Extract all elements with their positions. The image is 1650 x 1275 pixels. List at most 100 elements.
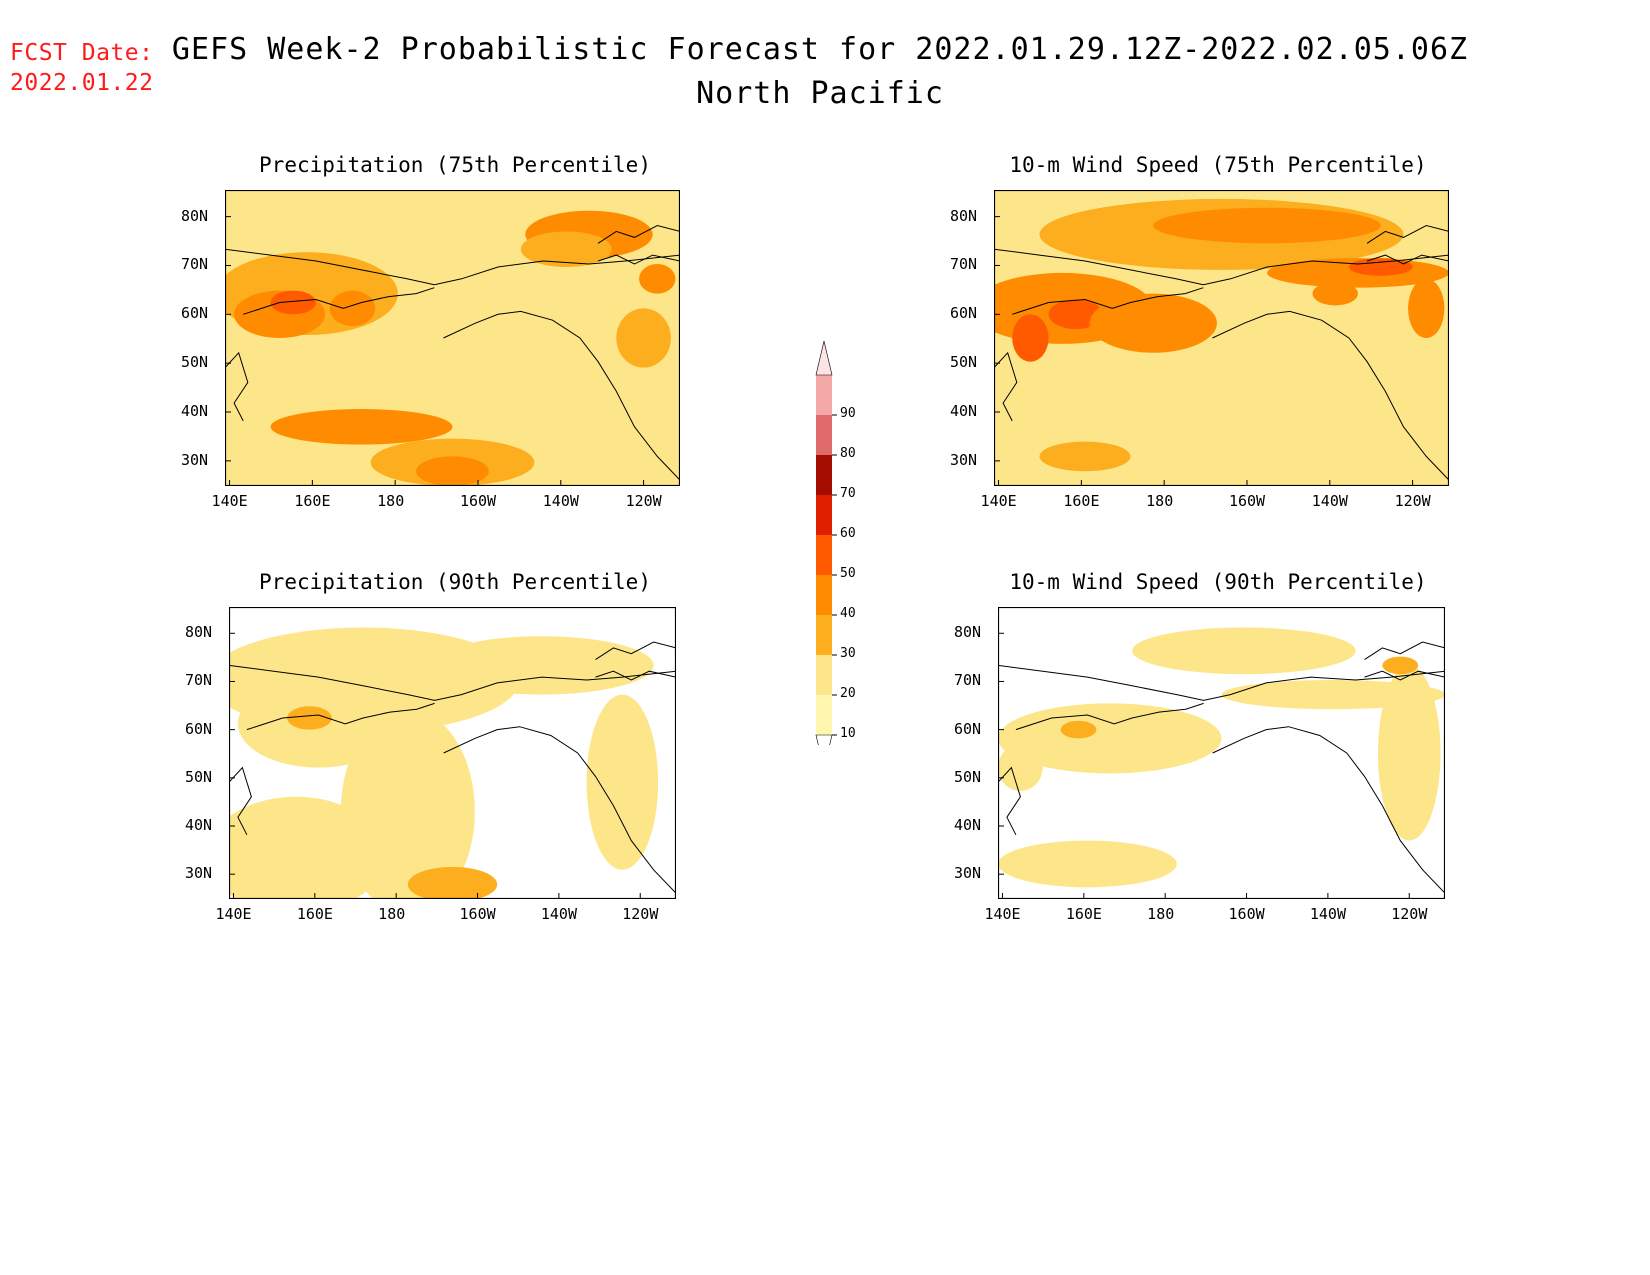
probability-contour <box>998 840 1177 888</box>
probability-contour <box>1348 258 1413 276</box>
colorbar-tick-label: 80 <box>840 446 856 461</box>
probability-contour <box>407 866 498 899</box>
lat-tick-label: 30N <box>954 864 982 883</box>
probability-contour <box>1382 656 1419 675</box>
colorbar-swatch <box>816 655 832 695</box>
coastline <box>443 310 680 481</box>
probability-contour <box>998 744 1043 791</box>
lat-tick-label: 40N <box>954 816 982 834</box>
panel-title-precip90: Precipitation (90th Percentile) <box>259 570 651 594</box>
lon-tick-label: 140E <box>215 905 252 923</box>
panel-title-precip75: Precipitation (75th Percentile) <box>259 153 651 177</box>
lat-tick-label: 30N <box>181 450 209 469</box>
coastline <box>1212 310 1449 481</box>
map-frame <box>994 190 1449 486</box>
coastline <box>229 766 252 836</box>
panel-title-wind75: 10-m Wind Speed (75th Percentile) <box>1009 153 1427 177</box>
colorbar-tick-label: 40 <box>840 606 856 621</box>
probability-contour <box>270 290 316 315</box>
probability-contour <box>616 308 671 368</box>
lon-tick-label: 140E <box>211 492 248 510</box>
lat-tick-label: 30N <box>950 450 978 469</box>
lon-tick-label: 160E <box>1065 905 1102 923</box>
probability-contour <box>287 706 332 730</box>
lon-tick-label: 140W <box>1311 492 1348 510</box>
lat-tick-label: 60N <box>181 304 209 323</box>
map-panel-wind75 <box>994 190 1449 486</box>
lat-tick-label: 50N <box>181 353 209 372</box>
probability-contour <box>1060 720 1097 739</box>
coastline <box>229 664 676 701</box>
panel-title-wind90: 10-m Wind Speed (90th Percentile) <box>1009 570 1427 594</box>
lon-tick-label: 180 <box>1146 492 1174 510</box>
lon-tick-label: 160W <box>459 492 497 510</box>
probability-contour <box>1153 207 1381 244</box>
coastline <box>243 287 435 315</box>
probability-contour <box>1408 278 1445 338</box>
colorbar <box>815 340 837 745</box>
region-title: North Pacific <box>696 76 944 111</box>
coastline <box>595 670 676 681</box>
probability-contour <box>1377 665 1441 841</box>
lat-tick-label: 60N <box>185 719 213 738</box>
lat-tick-label: 80N <box>185 623 213 642</box>
probability-contour <box>520 231 612 267</box>
lon-tick-label: 120W <box>625 492 662 510</box>
lat-tick-label: 60N <box>954 719 982 738</box>
map-frame <box>225 190 680 486</box>
probability-contour <box>1089 293 1217 353</box>
lat-tick-label: 50N <box>954 767 982 786</box>
lat-tick-label: 70N <box>181 255 209 274</box>
coastline <box>1366 224 1449 244</box>
probability-contour <box>1012 314 1049 362</box>
coastline <box>1212 726 1445 894</box>
colorbar-tick-label: 90 <box>840 406 856 421</box>
lon-tick-label: 140W <box>1309 905 1346 923</box>
lat-tick-label: 30N <box>185 864 213 883</box>
coastline <box>1012 287 1204 315</box>
lat-tick-label: 70N <box>954 671 982 690</box>
probability-contour <box>586 694 659 870</box>
probability-contour <box>270 409 453 445</box>
lon-tick-label: 160E <box>1063 492 1100 510</box>
lat-tick-label: 50N <box>185 767 213 786</box>
colorbar-swatch <box>816 495 832 535</box>
probability-contour <box>329 290 376 327</box>
lon-tick-label: 160E <box>294 492 331 510</box>
coastline <box>994 351 1018 422</box>
lon-tick-label: 140W <box>542 492 579 510</box>
colorbar-tick-label: 20 <box>840 686 856 701</box>
lon-tick-label: 160W <box>1228 905 1265 923</box>
page-title: GEFS Week-2 Probabilistic Forecast for 2… <box>171 32 1469 67</box>
coastline <box>597 224 680 244</box>
lat-tick-label: 70N <box>185 671 213 690</box>
coastline <box>994 248 1449 286</box>
lon-tick-label: 140E <box>984 905 1021 923</box>
colorbar-swatch <box>816 535 832 575</box>
colorbar-swatch <box>816 695 832 735</box>
lon-tick-label: 140W <box>540 905 577 923</box>
forecast-date-block: FCST Date: 2022.01.22 <box>10 38 153 98</box>
coastline <box>443 726 676 894</box>
probability-contour <box>639 264 676 294</box>
lon-tick-label: 140E <box>980 492 1017 510</box>
lat-tick-label: 50N <box>950 353 978 372</box>
coastline <box>998 766 1021 836</box>
coastline <box>998 664 1445 701</box>
map-panel-precip75 <box>225 190 680 486</box>
coastline <box>246 702 435 731</box>
colorbar-swatch <box>816 415 832 455</box>
lat-tick-label: 80N <box>181 206 209 225</box>
probability-contour <box>1312 281 1358 306</box>
map-frame <box>998 607 1445 899</box>
lon-tick-label: 120W <box>1391 905 1428 923</box>
colorbar-swatch <box>816 575 832 615</box>
lat-tick-label: 70N <box>950 255 978 274</box>
probability-contour <box>1039 441 1131 472</box>
lat-tick-label: 60N <box>950 304 978 323</box>
lon-tick-label: 120W <box>622 905 659 923</box>
probability-contour <box>1048 299 1104 330</box>
colorbar-swatch <box>816 615 832 655</box>
coastline <box>1364 641 1445 661</box>
colorbar-tick-label: 60 <box>840 526 856 541</box>
